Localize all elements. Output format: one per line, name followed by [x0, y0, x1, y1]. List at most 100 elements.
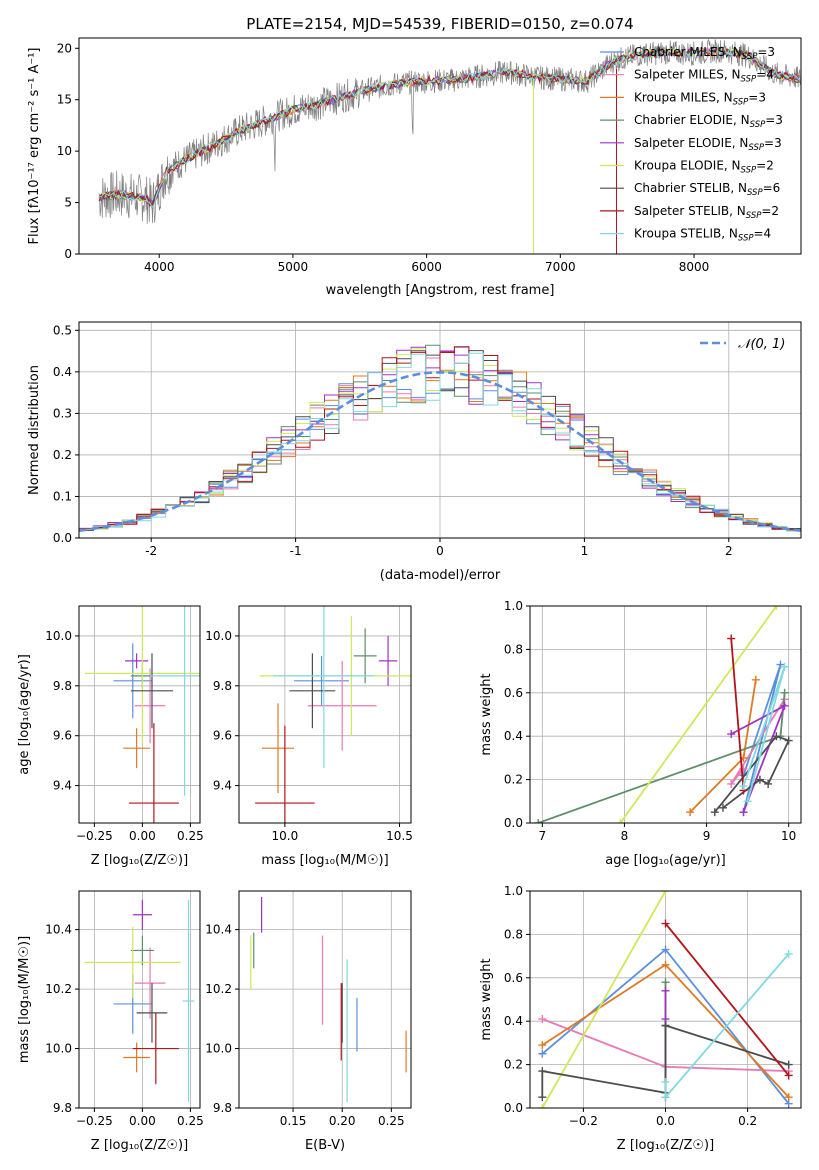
- axes-frame: [78, 890, 201, 1109]
- x-tick-label: 0: [436, 544, 444, 558]
- legend-label-kroupa_stelib: Kroupa STELIB, NSSP=4: [634, 227, 771, 244]
- legend-label-chabrier_elodie: Chabrier ELODIE, NSSP=3: [634, 113, 783, 130]
- axes-weight_vs_Z: −0.2 0.0 0.2 0.0 0.2 0.4 0.6 0.8 1.0: [504, 884, 801, 1128]
- x-axis-label: E(B-V): [305, 1138, 345, 1153]
- weight-series-salpeter_elodie: [727, 701, 789, 817]
- errorbar-salpeter_elodie: [125, 653, 149, 669]
- weight-series-kroupa_elodie: [616, 606, 781, 823]
- weight-series-kroupa_stelib: [661, 949, 793, 1102]
- y-tick-label: 0.6: [504, 686, 523, 700]
- weight-marker-kroupa_elodie: [538, 1104, 547, 1108]
- y-tick-label: 10.0: [205, 629, 232, 643]
- y-axis-label: mass weight: [479, 958, 494, 1040]
- weight-line-salpeter_stelib: [730, 638, 745, 791]
- x-tick-label: 9: [703, 829, 711, 843]
- weight-marker-kroupa_miles: [686, 808, 695, 817]
- errorbar-chabrier_stelib: [136, 983, 168, 1043]
- weight-marker-kroupa_miles: [784, 1093, 793, 1102]
- axes-mass_vs_ebv: 0.15 0.20 0.25 9.8 10.0 10.2 10.4: [205, 891, 411, 1128]
- weight-line-kroupa_elodie: [541, 891, 667, 1108]
- errorbar-salpeter_stelib: [255, 725, 315, 823]
- legend-label-chabrier_stelib: Chabrier STELIB, NSSP=6: [634, 181, 780, 198]
- weight-marker-kroupa_miles: [751, 675, 760, 684]
- weight-marker-salpeter_miles: [538, 1015, 547, 1024]
- weight-marker-chabrier_miles: [538, 1049, 547, 1058]
- y-tick-label: 10.0: [45, 1042, 72, 1056]
- y-axis-label: Normed distribution: [27, 365, 42, 495]
- errorbar-kroupa_stelib: [273, 606, 375, 769]
- weight-marker-salpeter_elodie: [739, 808, 748, 817]
- legend: Chabrier MILES, NSSP=3 Salpeter MILES, NS…: [600, 45, 783, 244]
- errorbar-kroupa_elodie: [84, 926, 181, 999]
- y-tick-label: 0.8: [504, 927, 523, 941]
- y-tick-label: 0.4: [504, 1014, 523, 1028]
- weight-series-salpeter_miles: [727, 695, 789, 788]
- weight-marker-salpeter_stelib: [784, 1071, 793, 1080]
- weight-marker-chabrier_stelib: [710, 808, 719, 817]
- x-axis-label: (data-model)/error: [380, 568, 501, 583]
- y-tick-label: 0.2: [53, 448, 72, 462]
- y-tick-label: 10.4: [45, 923, 72, 937]
- y-axis-label: Flux [fλ10⁻¹⁷ erg cm⁻² s⁻¹ A⁻¹]: [27, 48, 42, 245]
- weight-series-kroupa_miles: [686, 675, 760, 817]
- x-axis-label: mass [log₁₀(M/M☉)]: [261, 853, 388, 868]
- weight-marker-chabrier_stelib: [784, 736, 793, 745]
- weight-marker-chabrier_elodie: [780, 688, 789, 697]
- y-tick-label: 0.4: [53, 365, 72, 379]
- weight-marker-chabrier_stelib: [755, 775, 764, 784]
- weight-marker-kroupa_stelib: [661, 1093, 670, 1102]
- errorbar-chabrier_elodie: [130, 935, 154, 966]
- weight-line-salpeter_stelib: [664, 922, 790, 1077]
- weight-marker-kroupa_stelib: [780, 662, 789, 671]
- figure-title: PLATE=2154, MJD=54539, FIBERID=0150, z=0…: [246, 15, 633, 33]
- weight-marker-salpeter_stelib: [661, 919, 670, 928]
- errorbar-kroupa_miles: [123, 1042, 151, 1073]
- weight-marker-chabrier_stelib: [784, 1060, 793, 1069]
- weight-marker-salpeter_elodie: [727, 730, 736, 739]
- y-tick-label: 0.8: [504, 642, 523, 656]
- errorbar-kroupa_stelib: [150, 606, 200, 796]
- y-tick-label: 0.3: [53, 406, 72, 420]
- x-tick-label: 0.0: [656, 1114, 675, 1128]
- weight-line-kroupa_elodie: [619, 606, 778, 823]
- x-tick-label: -1: [290, 544, 302, 558]
- axes-frame: [238, 605, 412, 824]
- y-tick-label: 10.2: [45, 982, 72, 996]
- plot-area: [98, 38, 801, 254]
- legend-label-chabrier_miles: Chabrier MILES, NSSP=3: [634, 45, 775, 62]
- x-tick-label: 0.2: [738, 1114, 757, 1128]
- x-axis-label: age [log₁₀(age/yr)]: [605, 853, 726, 868]
- x-tick-label: 1: [581, 544, 589, 558]
- weight-series-salpeter_stelib: [661, 919, 793, 1080]
- x-tick-label: 0.25: [378, 1114, 405, 1128]
- observed-spectrum-line: [98, 38, 801, 225]
- x-tick-label: 2: [725, 544, 733, 558]
- y-tick-label: 9.4: [213, 779, 232, 793]
- y-tick-label: 0.2: [504, 773, 523, 787]
- y-tick-label: 9.6: [213, 729, 232, 743]
- weight-series-kroupa_miles: [538, 960, 793, 1102]
- x-tick-label: 8: [621, 829, 629, 843]
- x-tick-label: 10.5: [386, 829, 413, 843]
- x-tick-label: 5000: [278, 260, 309, 274]
- errorbar-salpeter_miles: [134, 947, 166, 1019]
- x-tick-label: 0.15: [280, 1114, 307, 1128]
- x-tick-label: 4000: [144, 260, 175, 274]
- plot-area: [538, 891, 793, 1108]
- weight-marker-salpeter_elodie: [661, 986, 670, 995]
- legend-label-salpeter_elodie: Salpeter ELODIE, NSSP=3: [634, 136, 782, 153]
- errorbar-salpeter_stelib: [132, 1012, 179, 1085]
- axes-frame: [78, 321, 802, 539]
- x-tick-label: 0.00: [129, 1114, 156, 1128]
- axes-mass_vs_Z: −0.25 0.00 0.25 9.8 10.0 10.2 10.4: [45, 891, 204, 1128]
- y-tick-label: 9.8: [53, 679, 72, 693]
- x-axis-label: wavelength [Angstrom, rest frame]: [326, 283, 555, 298]
- y-tick-label: 20: [57, 41, 72, 55]
- y-tick-label: 10.0: [45, 629, 72, 643]
- histogram-kroupa_stelib: [79, 352, 801, 532]
- x-tick-label: 0.20: [329, 1114, 356, 1128]
- y-tick-label: 10: [57, 144, 72, 158]
- weight-marker-kroupa_stelib: [743, 797, 752, 806]
- errorbar-kroupa_elodie: [84, 606, 200, 744]
- weight-marker-kroupa_elodie: [661, 891, 670, 895]
